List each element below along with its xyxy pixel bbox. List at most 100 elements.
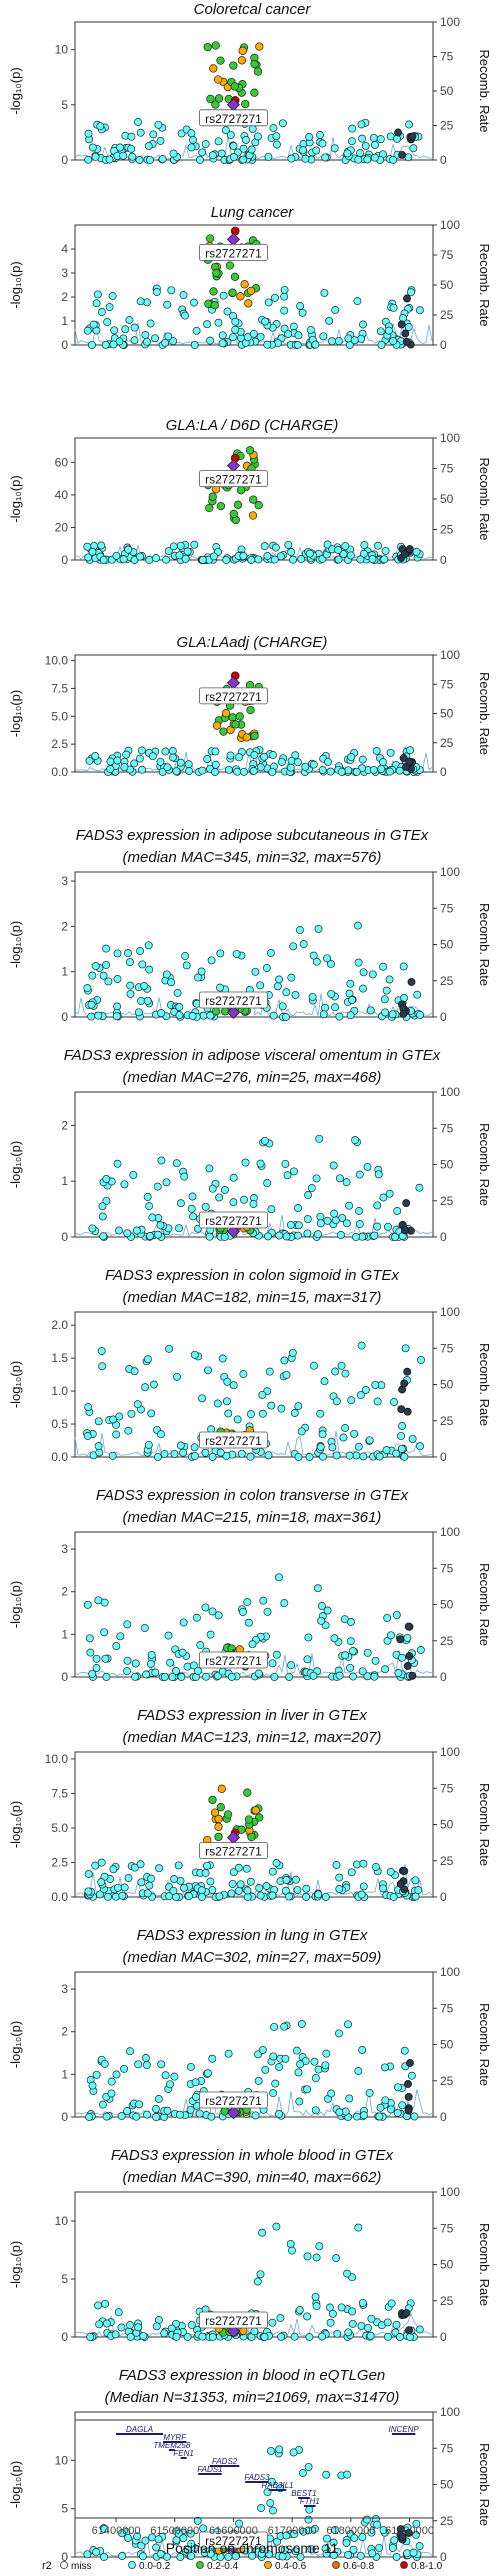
legend-swatch [60,2561,68,2569]
snp-point [359,968,368,977]
snp-point [168,747,177,755]
snp-point [211,100,220,109]
snp-point [263,552,272,560]
snp-point [154,2535,163,2544]
lead-snp-marker [226,2106,241,2120]
snp-point [241,99,250,109]
y-tick-label: 5.0 [51,1821,68,1835]
y-tick-label: 2.0 [51,1318,68,1332]
snp-point [104,977,113,986]
snp-point [176,541,185,550]
snp-point [85,756,94,765]
snp-point [88,1669,97,1678]
snp-point [167,286,176,295]
y-tick-label: 4 [61,242,68,256]
snp-point [87,1000,96,1009]
lead-snp-label-box [199,2091,268,2109]
snp-point [344,2328,353,2337]
snp-point [328,337,336,346]
snp-point [361,1385,370,1394]
snp-point [321,1892,330,1901]
snp-point [185,767,194,775]
snp-point [260,1136,269,1145]
snp-point [143,1193,152,1201]
snp-point [317,1602,326,1610]
snp-point [106,757,115,766]
x-axis-label: Position on chromosome 11 [166,2540,339,2556]
locus-panel: FADS3 expression in lung in GTEx (median … [8,1927,492,2124]
gene-label: FADS2 [212,2457,238,2466]
panel-title: FADS3 expression in adipose subcutaneous… [76,827,429,844]
snp-point [413,990,422,999]
y2-axis-label: Recomb. Rate [477,243,492,326]
snp-point [86,2332,95,2341]
snp-point [344,2550,353,2559]
snp-point [301,762,310,771]
snp-point [314,1890,323,1899]
panel-title: Lung cancer [211,204,295,221]
snp-point [269,124,278,133]
y2-tick-label: 100 [440,865,460,879]
snp-point [397,320,406,329]
snp-point [183,1662,192,1671]
snp-point [263,340,272,349]
snp-point [127,1409,136,1418]
snp-point [323,1606,332,1615]
snp-point [331,2525,340,2534]
y2-tick-label: 100 [440,1305,460,1319]
snp-point [354,155,363,164]
snp-point [331,1367,340,1376]
snp-point [322,2470,331,2479]
snp-point [324,757,332,766]
snp-point [271,2079,280,2088]
snp-point [355,1170,364,1179]
y-tick-label: 0 [61,1010,68,1024]
legend-swatch [264,2561,272,2569]
snp-point [243,1893,252,1901]
snp-point [181,952,190,961]
snp-point [325,2303,334,2312]
snp-point [183,2332,192,2341]
snp-point [394,128,403,137]
snp-point [334,337,343,346]
y-tick-label: 0 [61,553,68,567]
snp-point [263,1179,272,1188]
snp-point [248,511,258,520]
snp-point [305,1453,314,1461]
snp-point [280,292,289,301]
snp-point [126,981,135,990]
y-tick-label: 10 [55,2453,69,2467]
y-tick-label: 5 [61,98,68,112]
snp-point [361,141,370,150]
snp-point [152,2322,161,2331]
snp-point [363,1163,372,1171]
y2-tick-label: 0 [440,765,447,779]
snp-point [141,1383,150,1392]
snp-point [318,766,327,775]
snp-point [129,1170,138,1179]
snp-point [197,1886,206,1895]
snp-point [165,1344,174,1353]
snp-point [311,2292,320,2301]
y2-tick-label: 75 [440,901,454,915]
y2-tick-label: 75 [440,1781,454,1795]
snp-point [147,1409,156,1418]
snp-point [350,1429,359,1438]
snp-point [145,555,154,564]
snp-point [269,2052,278,2061]
snp-point [212,268,221,277]
snp-point [242,136,250,144]
snp-point [217,149,226,158]
snp-point [335,1671,344,1680]
snp-point [287,154,296,163]
snp-point [91,1861,100,1870]
snp-point [138,960,147,969]
snp-point [107,2077,116,2086]
snp-point [119,555,128,564]
snp-point [114,1883,122,1892]
snp-point [346,1637,355,1646]
snp-point [346,979,355,988]
lead-snp-label: rs2727271 [205,1214,262,1228]
snp-point [264,1232,272,1241]
snp-point [358,755,367,764]
